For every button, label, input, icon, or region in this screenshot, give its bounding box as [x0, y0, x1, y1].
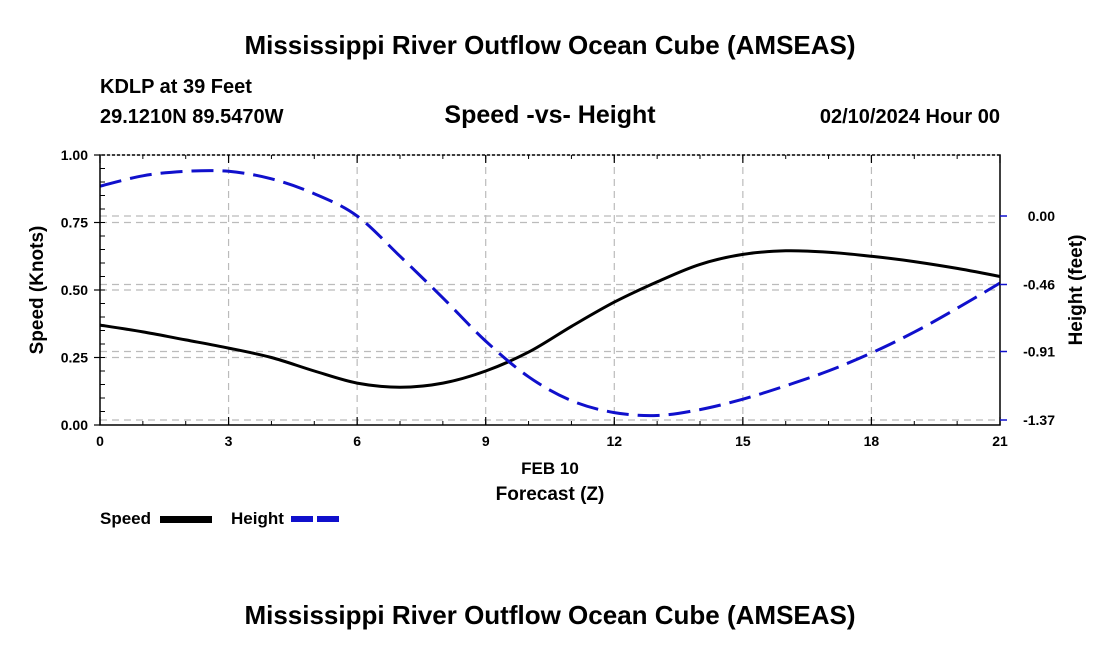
y2-tick-label: -0.46 [1023, 276, 1055, 292]
legend-speed-label: Speed [100, 509, 152, 528]
x-tick-label: 18 [864, 433, 880, 449]
bottom-title: Mississippi River Outflow Ocean Cube (AM… [244, 600, 856, 630]
height-series-line [99, 169, 1001, 418]
y-tick-label: 0.00 [61, 417, 88, 433]
y2-tick-label: 0.00 [1028, 208, 1055, 224]
forecast-datetime: 02/10/2024 Hour 00 [819, 106, 1000, 128]
y2-tick-label: -1.37 [1023, 412, 1055, 428]
y2-axis-label: Height (feet) [1066, 235, 1087, 346]
x-tick-label: 15 [735, 433, 751, 449]
page-title: Mississippi River Outflow Ocean Cube (AM… [244, 30, 856, 60]
y2-tick-label: -0.91 [1023, 344, 1055, 360]
x-tick-label: 12 [606, 433, 622, 449]
x-tick-label: 21 [992, 433, 1008, 449]
speed-series-line [99, 249, 1001, 389]
series-layer [99, 169, 1001, 418]
station-label: KDLP at 39 Feet [100, 76, 252, 98]
x-tick-label: 6 [353, 433, 361, 449]
legend-height-label: Height [231, 509, 284, 528]
coordinates-label: 29.1210N 89.5470W [100, 106, 284, 128]
grid [100, 155, 1000, 425]
axes: 0 3 6 9 12 15 18 21 0.00 0.25 0.50 0.75 1.00 0.00 -0.4… [61, 147, 1055, 449]
chart-title: Speed -vs- Height [444, 101, 656, 129]
x-tick-label: 3 [225, 433, 233, 449]
y-tick-label: 1.00 [61, 147, 88, 163]
legend-height-swatch [291, 516, 343, 522]
y-tick-label: 0.75 [61, 215, 88, 231]
y-axis-label: Speed (Knots) [27, 226, 48, 355]
x-tick-label: 0 [96, 433, 104, 449]
y-tick-label: 0.50 [61, 282, 88, 298]
y-tick-label: 0.25 [61, 350, 88, 366]
x-tick-label: 9 [482, 433, 490, 449]
x-axis-label: Forecast (Z) [496, 484, 605, 505]
legend-speed-swatch [160, 516, 212, 523]
x-axis-date: FEB 10 [521, 459, 579, 478]
